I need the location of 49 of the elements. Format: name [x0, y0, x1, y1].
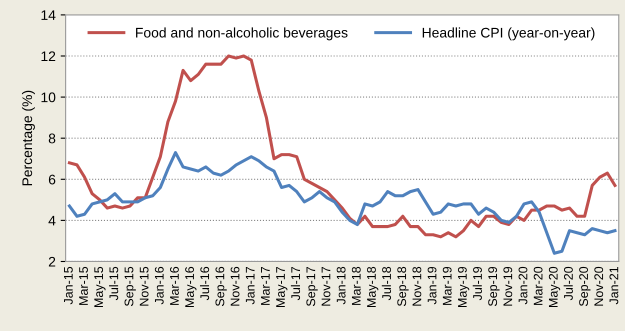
x-tick-label: Jul-17: [290, 266, 300, 300]
x-tick-label: Nov-20: [594, 266, 604, 306]
x-tick-label: May-18: [367, 266, 378, 308]
y-tick-label: 14: [42, 10, 56, 20]
x-tick-label: Sep-18: [397, 266, 409, 306]
x-tick-label: May-20: [548, 266, 560, 308]
x-tick-label: Sep-15: [124, 266, 136, 306]
x-tick-label: Jul-18: [382, 266, 392, 300]
x-tick-label: May-17: [276, 266, 288, 308]
x-tick-label: Sep-19: [488, 266, 500, 306]
x-tick-label: Jul-19: [472, 266, 482, 300]
legend-label: Headline CPI (year-on-year): [422, 27, 594, 40]
x-tick-label: May-19: [458, 266, 470, 308]
x-tick-label: Jul-15: [109, 266, 118, 300]
x-tick-label: Jan-20: [518, 266, 528, 304]
x-tick-label: Jul-16: [200, 266, 210, 300]
x-tick-label: Mar-20: [534, 266, 543, 305]
x-tick-label: Sep-16: [215, 266, 227, 306]
x-tick-label: Mar-18: [352, 266, 361, 305]
x-tick-label: Jan-21: [609, 266, 618, 304]
y-axis-title: Percentage (%): [22, 90, 35, 186]
y-tick-label: 2: [48, 256, 56, 267]
x-tick-label: Mar-17: [261, 266, 270, 305]
x-tick-label: Jan-18: [336, 266, 346, 304]
x-tick-label: Nov-19: [503, 266, 512, 306]
y-tick-label: 8: [48, 134, 56, 144]
x-tick-label: Mar-15: [79, 266, 88, 305]
x-tick-label: Nov-16: [230, 266, 240, 306]
x-tick-label: May-16: [185, 266, 196, 308]
x-tick-label: Nov-17: [322, 266, 330, 306]
x-tick-label: Jul-20: [564, 266, 573, 300]
x-tick-label: Jan-17: [246, 266, 255, 304]
x-tick-label: Mar-16: [170, 266, 179, 305]
x-tick-label: Jan-15: [64, 266, 73, 304]
x-tick-label: Jan-19: [428, 266, 436, 304]
x-tick-label: May-15: [94, 266, 106, 308]
x-tick-label: Sep-17: [306, 266, 318, 306]
y-tick-label: 12: [42, 51, 56, 62]
x-tick-label: Nov-15: [140, 266, 149, 306]
x-tick-label: Jan-16: [154, 266, 164, 304]
y-tick-label: 4: [48, 216, 56, 226]
x-tick-label: Nov-18: [412, 266, 422, 306]
y-tick-label: 6: [48, 174, 56, 184]
line-series: [68, 151, 616, 255]
line-series: [68, 54, 616, 238]
x-tick-label: Mar-19: [442, 266, 452, 305]
y-tick-label: 10: [42, 92, 56, 102]
x-tick-label: Sep-20: [579, 266, 590, 306]
legend-label: Food and non-alcoholic beverages: [136, 27, 348, 40]
